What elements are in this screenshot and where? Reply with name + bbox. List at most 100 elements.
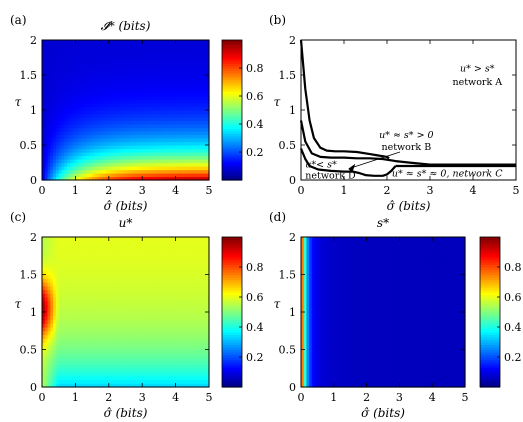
heatmap-cell: [50, 176, 54, 181]
heatmap-cell: [92, 244, 96, 249]
heatmap-cell: [44, 285, 49, 291]
heatmap-cell: [170, 259, 174, 264]
heatmap-cell: [144, 289, 149, 294]
heatmap-cell: [178, 368, 182, 373]
heatmap-cell: [55, 141, 60, 146]
heatmap-cell: [61, 173, 65, 178]
heatmap-cell: [72, 237, 76, 242]
heatmap-cell: [61, 169, 65, 174]
heatmap-cell: [119, 92, 124, 97]
heatmap-cell: [186, 375, 191, 381]
heatmap-cell: [144, 96, 149, 101]
heatmap-cell: [131, 57, 135, 62]
heatmap-cell: [170, 176, 174, 181]
heatmap-cell: [175, 327, 179, 332]
heatmap-cell: [80, 145, 85, 150]
heatmap-cell: [183, 308, 188, 313]
heatmap-cell: [200, 148, 205, 153]
heatmap-cell: [128, 364, 132, 369]
heatmap-cell: [156, 131, 160, 136]
heatmap-cell: [97, 127, 102, 132]
heatmap-cell: [89, 78, 93, 83]
heatmap-cell: [183, 282, 188, 287]
heatmap-cell: [83, 315, 88, 321]
heatmap-cell: [144, 263, 149, 268]
heatmap-cell: [131, 117, 135, 122]
colorbar-cell: [222, 121, 242, 125]
heatmap-cell: [131, 162, 135, 167]
heatmap-cell: [86, 43, 90, 48]
heatmap-cell: [119, 78, 124, 83]
heatmap-cell: [92, 304, 96, 309]
heatmap-cell: [86, 61, 90, 66]
heatmap-cell: [69, 148, 74, 153]
heatmap-cell: [200, 353, 205, 358]
heatmap-cell: [203, 338, 207, 343]
heatmap-cell: [111, 148, 115, 153]
heatmap-cell: [139, 278, 143, 283]
heatmap-cell: [58, 169, 63, 174]
heatmap-cell: [58, 78, 63, 83]
heatmap-cell: [61, 57, 65, 62]
heatmap-cell: [53, 357, 57, 362]
heatmap-cell: [75, 244, 79, 249]
panel-a: 0 1 2 3 4 500.511.52σ̂ (bits)τ(a) 𝓘* (bits)0.2…: [10, 13, 264, 213]
heatmap-cell: [153, 267, 157, 272]
heatmap-cell: [119, 152, 124, 157]
heatmap-cell: [172, 289, 177, 294]
heatmap-cell: [58, 99, 63, 104]
heatmap-cell: [67, 117, 71, 122]
heatmap-cell: [203, 327, 207, 332]
heatmap-cell: [128, 110, 132, 115]
heatmap-cell: [197, 285, 202, 291]
heatmap-cell: [72, 169, 76, 174]
heatmap-cell: [136, 124, 141, 129]
heatmap-cell: [64, 252, 68, 257]
heatmap-cell: [53, 162, 57, 167]
heatmap-cell: [83, 131, 88, 136]
heatmap-cell: [42, 315, 46, 321]
heatmap-cell: [108, 293, 113, 298]
heatmap-cell: [42, 89, 46, 94]
heatmap-cell: [80, 138, 85, 143]
heatmap-cell: [58, 342, 63, 347]
heatmap-cell: [128, 240, 132, 246]
heatmap-cell: [203, 78, 207, 83]
heatmap-cell: [131, 244, 135, 249]
heatmap-cell: [153, 274, 157, 279]
heatmap-cell: [47, 252, 51, 257]
colorbar-cell: [222, 105, 242, 109]
colorbar-cell: [222, 91, 242, 95]
heatmap-cell: [203, 248, 207, 253]
heatmap-cell: [53, 353, 57, 358]
heatmap-cell: [128, 255, 132, 261]
heatmap-cell: [139, 297, 143, 302]
heatmap-cell: [55, 244, 60, 249]
heatmap-cell: [142, 82, 146, 87]
heatmap-cell: [158, 148, 163, 153]
heatmap-cell: [119, 375, 124, 381]
heatmap-cell: [55, 131, 60, 136]
heatmap-cell: [69, 103, 74, 108]
heatmap-cell: [53, 312, 57, 317]
heatmap-cell: [197, 134, 202, 139]
heatmap-cell: [103, 308, 107, 313]
heatmap-cell: [206, 259, 210, 264]
heatmap-cell: [122, 308, 127, 313]
heatmap-cell: [172, 240, 177, 246]
heatmap-cell: [122, 297, 127, 302]
heatmap-cell: [42, 141, 46, 146]
heatmap-cell: [111, 300, 115, 306]
colorbar-cell: [222, 44, 242, 48]
heatmap-cell: [195, 297, 199, 302]
heatmap-cell: [106, 71, 110, 76]
heatmap-cell: [172, 252, 177, 257]
heatmap-cell: [175, 300, 179, 306]
heatmap-cell: [161, 54, 166, 59]
heatmap-cell: [139, 259, 143, 264]
heatmap-cell: [53, 131, 57, 136]
heatmap-cell: [197, 255, 202, 261]
heatmap-cell: [119, 240, 124, 246]
heatmap-cell: [186, 47, 191, 52]
heatmap-cell: [175, 323, 179, 328]
